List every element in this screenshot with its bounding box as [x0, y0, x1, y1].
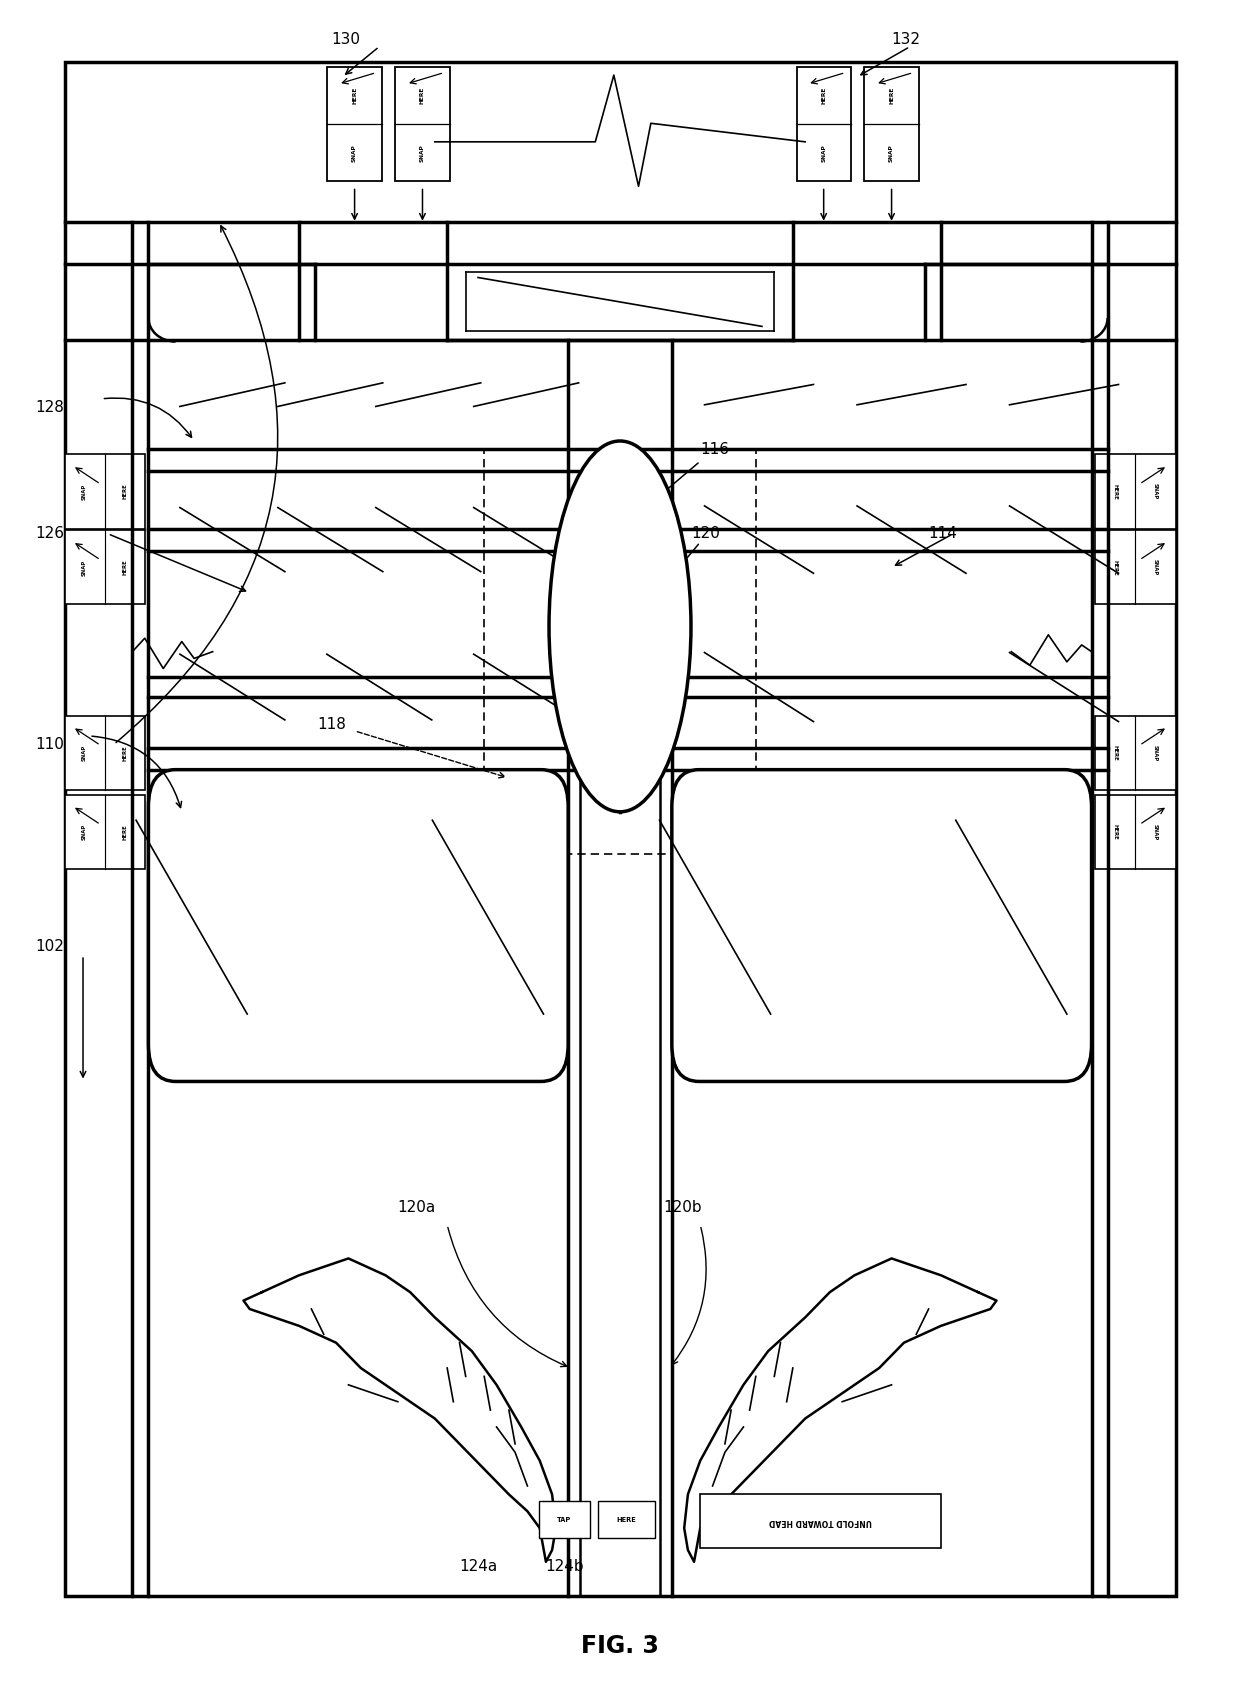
- Text: 126: 126: [36, 526, 64, 541]
- FancyBboxPatch shape: [149, 769, 568, 1082]
- Text: 120b: 120b: [663, 1201, 702, 1216]
- Polygon shape: [64, 715, 145, 790]
- Polygon shape: [864, 68, 919, 181]
- Polygon shape: [64, 795, 145, 869]
- FancyBboxPatch shape: [672, 769, 1091, 1082]
- Text: HERE: HERE: [821, 86, 826, 105]
- Text: HERE: HERE: [123, 484, 128, 499]
- Polygon shape: [64, 531, 145, 604]
- Text: SNAP: SNAP: [420, 144, 425, 162]
- Polygon shape: [327, 68, 382, 181]
- Polygon shape: [1095, 715, 1176, 790]
- Text: HERE: HERE: [616, 1517, 636, 1522]
- Polygon shape: [1095, 455, 1176, 529]
- Text: SNAP: SNAP: [82, 560, 87, 575]
- Text: 110: 110: [36, 737, 64, 752]
- Text: 132: 132: [892, 32, 920, 47]
- Text: 102: 102: [36, 939, 64, 954]
- Polygon shape: [796, 68, 851, 181]
- Text: TAP: TAP: [557, 1517, 572, 1522]
- Polygon shape: [1095, 531, 1176, 604]
- Text: HERE: HERE: [1112, 484, 1117, 499]
- Text: HERE: HERE: [420, 86, 425, 105]
- Text: SNAP: SNAP: [1153, 484, 1158, 499]
- Text: SNAP: SNAP: [352, 144, 357, 162]
- Text: SNAP: SNAP: [821, 144, 826, 162]
- Text: SNAP: SNAP: [1153, 560, 1158, 575]
- Text: HERE: HERE: [1112, 824, 1117, 840]
- Text: HERE: HERE: [1112, 746, 1117, 761]
- Text: HERE: HERE: [1112, 560, 1117, 575]
- Text: HERE: HERE: [352, 86, 357, 105]
- Text: SNAP: SNAP: [82, 484, 87, 499]
- Polygon shape: [598, 1502, 655, 1539]
- Text: 124b: 124b: [546, 1559, 584, 1574]
- Text: SNAP: SNAP: [1153, 744, 1158, 761]
- Text: SNAP: SNAP: [1153, 824, 1158, 840]
- Polygon shape: [1095, 795, 1176, 869]
- Polygon shape: [396, 68, 450, 181]
- Text: 128: 128: [36, 399, 64, 414]
- Text: SNAP: SNAP: [82, 824, 87, 840]
- Text: UNFOLD TOWARD HEAD: UNFOLD TOWARD HEAD: [769, 1517, 872, 1525]
- Text: 120: 120: [692, 526, 720, 541]
- Text: SNAP: SNAP: [82, 744, 87, 761]
- Text: 124a: 124a: [459, 1559, 497, 1574]
- FancyBboxPatch shape: [701, 1495, 941, 1549]
- Text: 120a: 120a: [398, 1201, 436, 1216]
- Polygon shape: [64, 455, 145, 529]
- Text: HERE: HERE: [123, 560, 128, 575]
- Text: 114: 114: [929, 526, 957, 541]
- Text: SNAP: SNAP: [889, 144, 894, 162]
- Text: HERE: HERE: [123, 824, 128, 840]
- Ellipse shape: [549, 441, 691, 812]
- Polygon shape: [538, 1502, 590, 1539]
- Text: 130: 130: [332, 32, 361, 47]
- Text: 116: 116: [701, 441, 729, 457]
- Text: FIG. 3: FIG. 3: [582, 1634, 658, 1659]
- Text: HERE: HERE: [889, 86, 894, 105]
- Text: 118: 118: [317, 717, 346, 732]
- Text: HERE: HERE: [123, 746, 128, 761]
